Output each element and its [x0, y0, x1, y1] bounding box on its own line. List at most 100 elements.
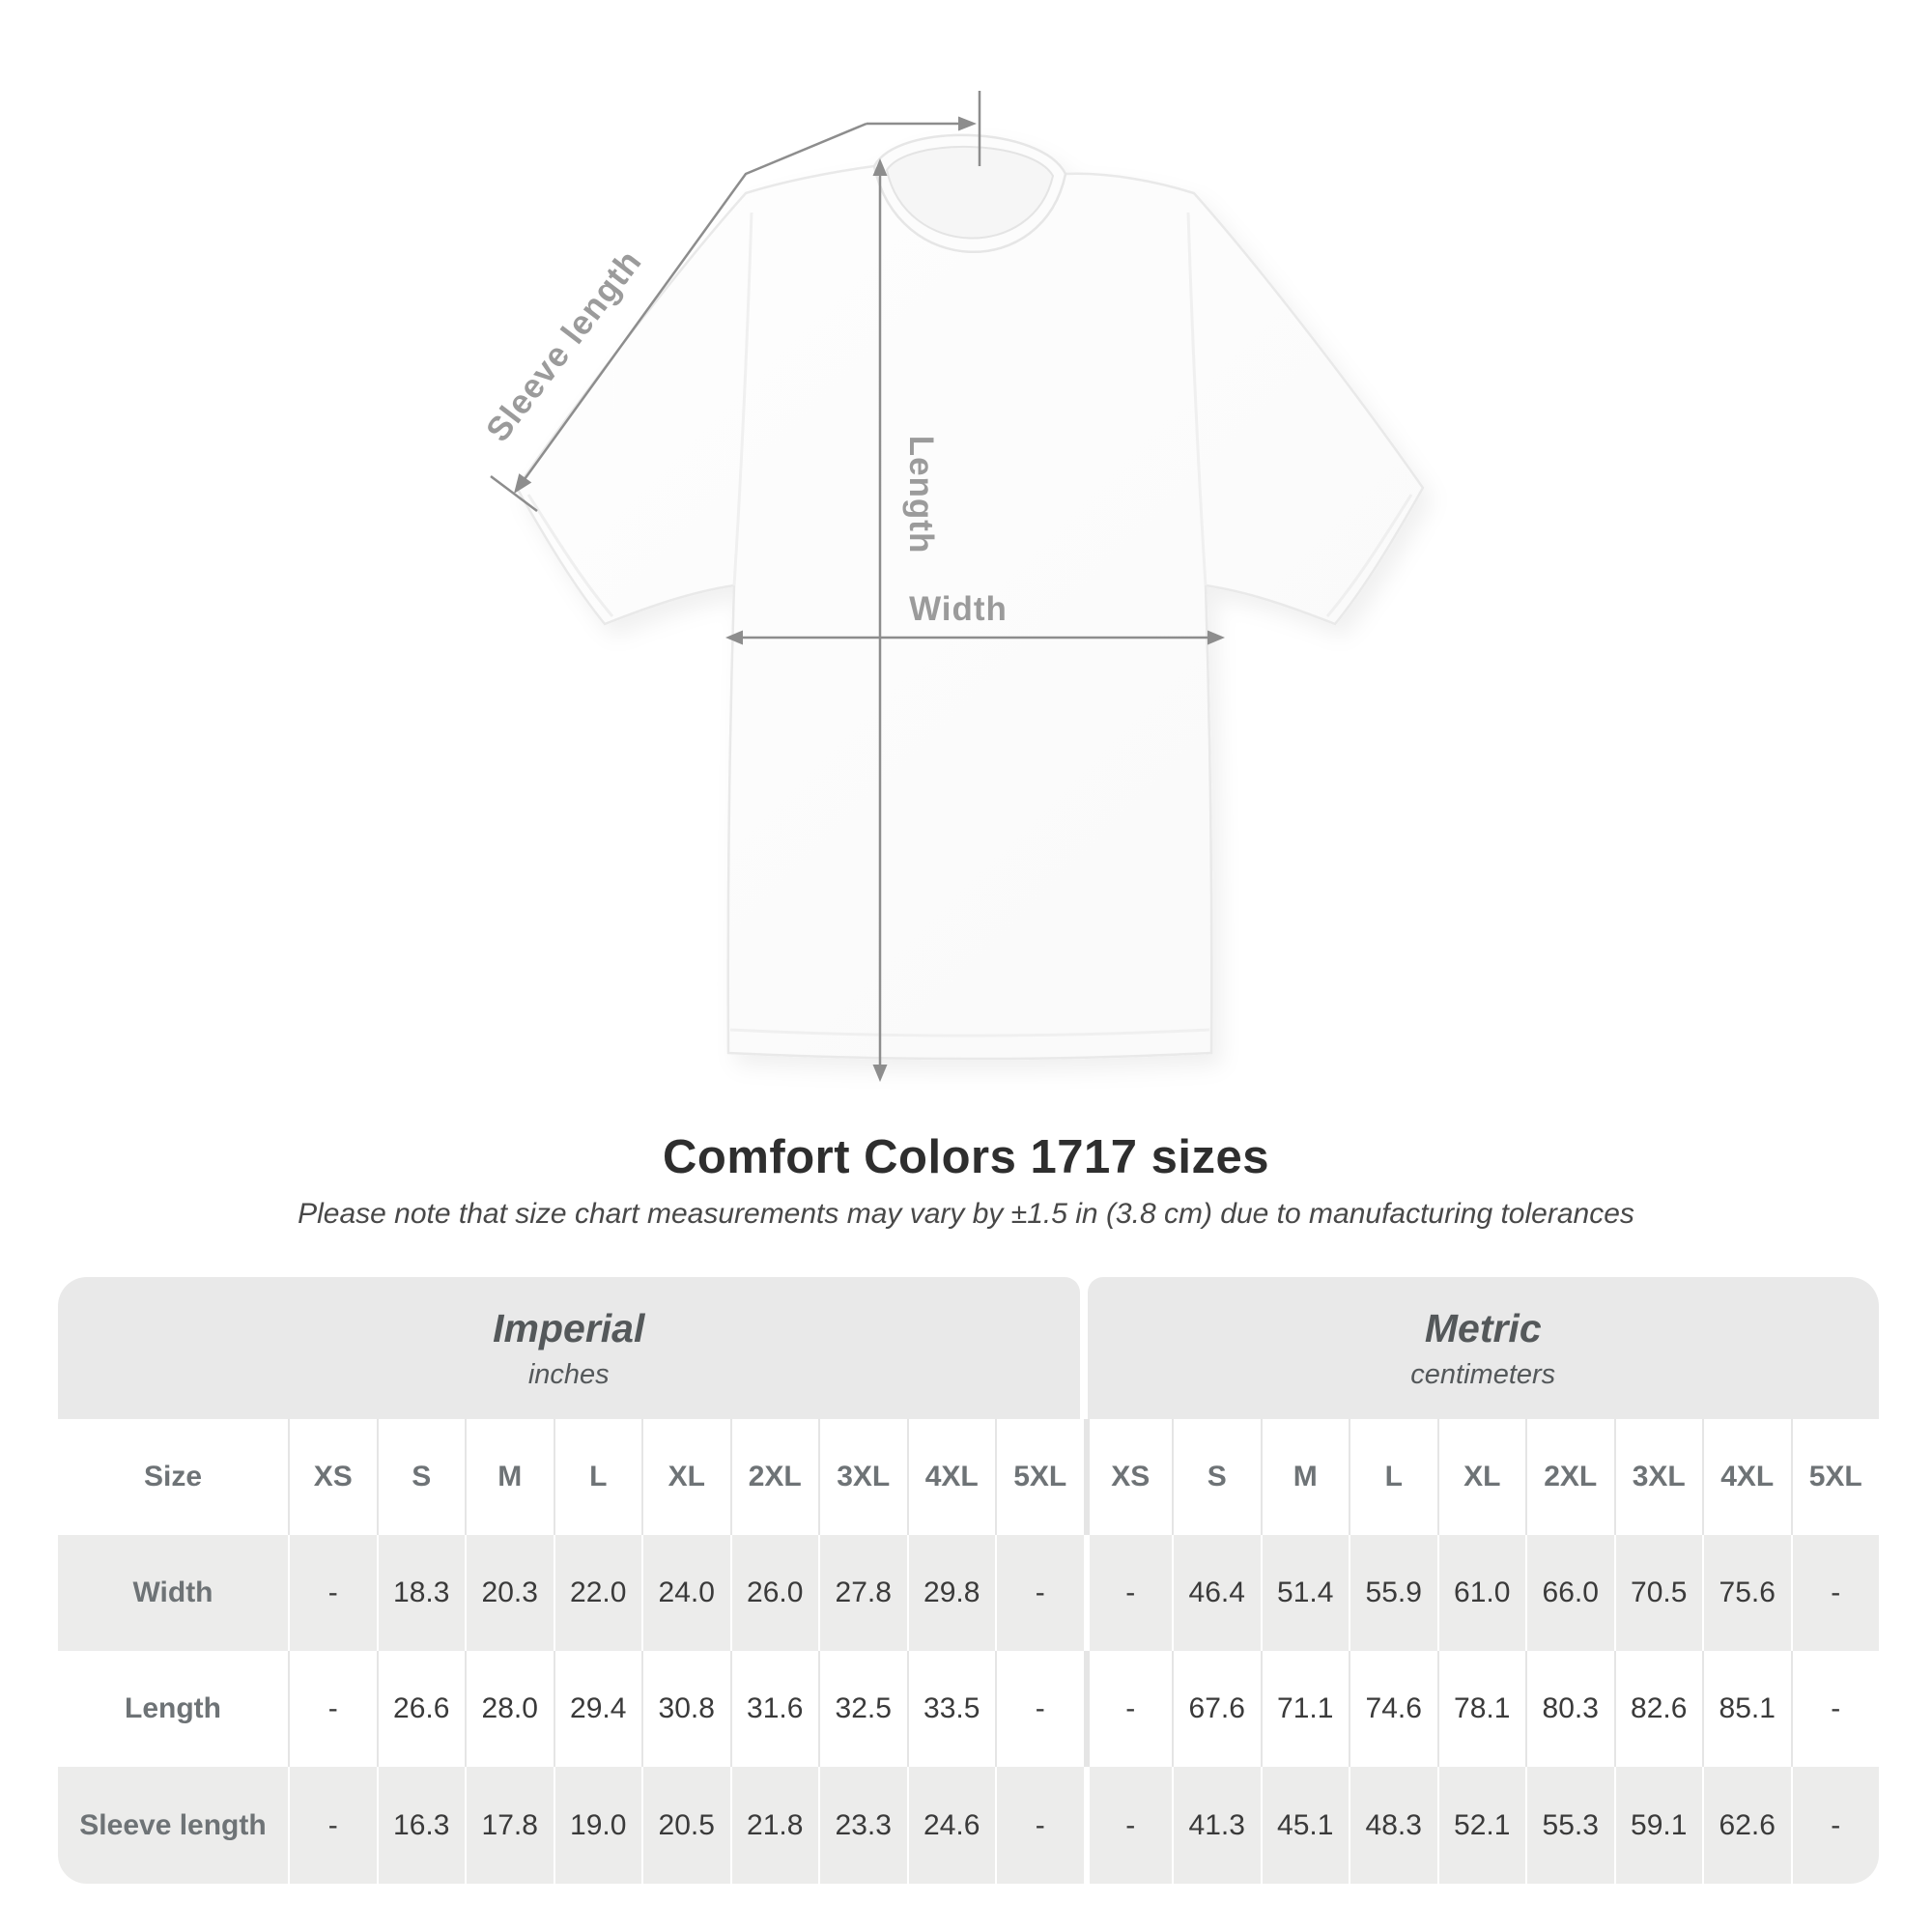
size-column-header: Size — [58, 1419, 288, 1535]
metric-title: Metric — [1424, 1305, 1542, 1350]
tshirt-left-sleeve-seam — [732, 212, 753, 586]
cell-value-metric: - — [1790, 1651, 1879, 1767]
size-header-imperial-4xl: 4XL — [906, 1419, 995, 1535]
size-header-metric-5xl: 5XL — [1790, 1419, 1879, 1535]
row-label: Width — [58, 1535, 288, 1651]
cell-value-imperial: 30.8 — [641, 1651, 730, 1767]
cell-value-imperial: 26.6 — [376, 1651, 465, 1767]
imperial-unit: inches — [527, 1358, 610, 1390]
size-header-imperial-l: L — [553, 1419, 641, 1535]
cell-value-imperial: - — [288, 1535, 377, 1651]
cell-value-metric: - — [1083, 1651, 1172, 1767]
cell-value-metric: 46.4 — [1172, 1535, 1261, 1651]
size-header-metric-xl: XL — [1436, 1419, 1525, 1535]
cell-value-metric: 55.9 — [1349, 1535, 1437, 1651]
tshirt-measurement-diagram: Sleeve length Length Width — [479, 91, 1425, 1082]
imperial-title: Imperial — [493, 1305, 645, 1350]
cell-value-imperial: 24.6 — [906, 1767, 995, 1884]
width-label: Width — [909, 590, 1008, 628]
cell-value-imperial: 20.5 — [641, 1767, 730, 1884]
cell-value-metric: 74.6 — [1349, 1651, 1437, 1767]
cell-value-metric: 78.1 — [1436, 1651, 1525, 1767]
cell-value-imperial: 16.3 — [376, 1767, 465, 1884]
row-label: Sleeve length — [58, 1767, 288, 1884]
cell-value-imperial: 27.8 — [818, 1535, 907, 1651]
cell-value-metric: 51.4 — [1260, 1535, 1349, 1651]
cell-value-metric: 67.6 — [1172, 1651, 1261, 1767]
cell-value-imperial: - — [995, 1767, 1084, 1884]
cell-value-imperial: - — [995, 1535, 1084, 1651]
cell-value-metric: 82.6 — [1613, 1651, 1702, 1767]
cell-value-imperial: 24.0 — [641, 1535, 730, 1651]
size-header-imperial-2xl: 2XL — [729, 1419, 818, 1535]
cell-value-metric: 52.1 — [1436, 1767, 1525, 1884]
tshirt-neck-hole — [885, 145, 1055, 240]
size-header-imperial-s: S — [376, 1419, 465, 1535]
size-header-metric-l: L — [1349, 1419, 1437, 1535]
cell-value-metric: 70.5 — [1613, 1535, 1702, 1651]
cell-value-metric: - — [1790, 1767, 1879, 1884]
size-header-metric-xs: XS — [1083, 1419, 1172, 1535]
neck-arrowhead — [958, 116, 977, 131]
size-header-imperial-xl: XL — [641, 1419, 730, 1535]
length-bottom-arrowhead — [872, 1065, 888, 1082]
size-header-metric-s: S — [1172, 1419, 1261, 1535]
cell-value-imperial: 32.5 — [818, 1651, 907, 1767]
cell-value-imperial: 19.0 — [553, 1767, 641, 1884]
metric-group-header: Metric centimeters — [1087, 1277, 1879, 1419]
size-header-imperial-xs: XS — [288, 1419, 377, 1535]
sleeve-length-line — [518, 122, 867, 487]
cell-value-metric: 66.0 — [1525, 1535, 1614, 1651]
size-header-imperial-5xl: 5XL — [995, 1419, 1084, 1535]
cell-value-metric: 71.1 — [1260, 1651, 1349, 1767]
cell-value-imperial: 18.3 — [376, 1535, 465, 1651]
cell-value-metric: 48.3 — [1349, 1767, 1437, 1884]
dimension-arrowheads — [514, 116, 1225, 1082]
tshirt-graphic — [515, 133, 1425, 1061]
page-subtitle: Please note that size chart measurements… — [298, 1198, 1634, 1230]
sleeve-arrowhead — [514, 473, 532, 494]
cell-value-imperial: 31.6 — [729, 1651, 818, 1767]
cell-value-imperial: 29.8 — [906, 1535, 995, 1651]
cell-value-imperial: 26.0 — [729, 1535, 818, 1651]
cell-value-imperial: - — [288, 1651, 377, 1767]
length-label: Length — [902, 436, 940, 554]
cell-value-metric: 80.3 — [1525, 1651, 1614, 1767]
tshirt-bottom-hem — [729, 1028, 1210, 1037]
size-header-metric-3xl: 3XL — [1613, 1419, 1702, 1535]
tshirt-left-cuff-hem — [526, 494, 614, 617]
cell-value-imperial: 28.0 — [465, 1651, 554, 1767]
size-header-imperial-m: M — [465, 1419, 554, 1535]
cell-value-imperial: 33.5 — [906, 1651, 995, 1767]
imperial-group-header: Imperial inches — [58, 1277, 1080, 1419]
cell-value-imperial: 21.8 — [729, 1767, 818, 1884]
cell-value-imperial: 17.8 — [465, 1767, 554, 1884]
cell-value-metric: - — [1790, 1535, 1879, 1651]
row-label: Length — [58, 1651, 288, 1767]
cell-value-metric: - — [1083, 1767, 1172, 1884]
cell-value-metric: - — [1083, 1535, 1172, 1651]
size-header-metric-m: M — [1260, 1419, 1349, 1535]
width-left-arrowhead — [725, 630, 743, 645]
width-right-arrowhead — [1208, 630, 1225, 645]
tshirt-right-sleeve-seam — [1186, 212, 1208, 586]
size-header-metric-4xl: 4XL — [1702, 1419, 1791, 1535]
length-top-arrowhead — [872, 158, 888, 176]
page-title: Comfort Colors 1717 sizes — [663, 1131, 1269, 1183]
size-header-imperial-3xl: 3XL — [818, 1419, 907, 1535]
cell-value-metric: 41.3 — [1172, 1767, 1261, 1884]
metric-unit: centimeters — [1410, 1358, 1556, 1390]
cell-value-metric: 61.0 — [1436, 1535, 1525, 1651]
cell-value-imperial: 23.3 — [818, 1767, 907, 1884]
cell-value-metric: 59.1 — [1613, 1767, 1702, 1884]
cell-value-imperial: - — [288, 1767, 377, 1884]
size-header-metric-2xl: 2XL — [1525, 1419, 1614, 1535]
cell-value-imperial: 20.3 — [465, 1535, 554, 1651]
cell-value-imperial: - — [995, 1651, 1084, 1767]
cell-value-imperial: 22.0 — [553, 1535, 641, 1651]
cell-value-metric: 75.6 — [1702, 1535, 1791, 1651]
cell-value-metric: 62.6 — [1702, 1767, 1791, 1884]
cell-value-imperial: 29.4 — [553, 1651, 641, 1767]
cell-value-metric: 55.3 — [1525, 1767, 1614, 1884]
tshirt-right-cuff-hem — [1325, 494, 1413, 617]
